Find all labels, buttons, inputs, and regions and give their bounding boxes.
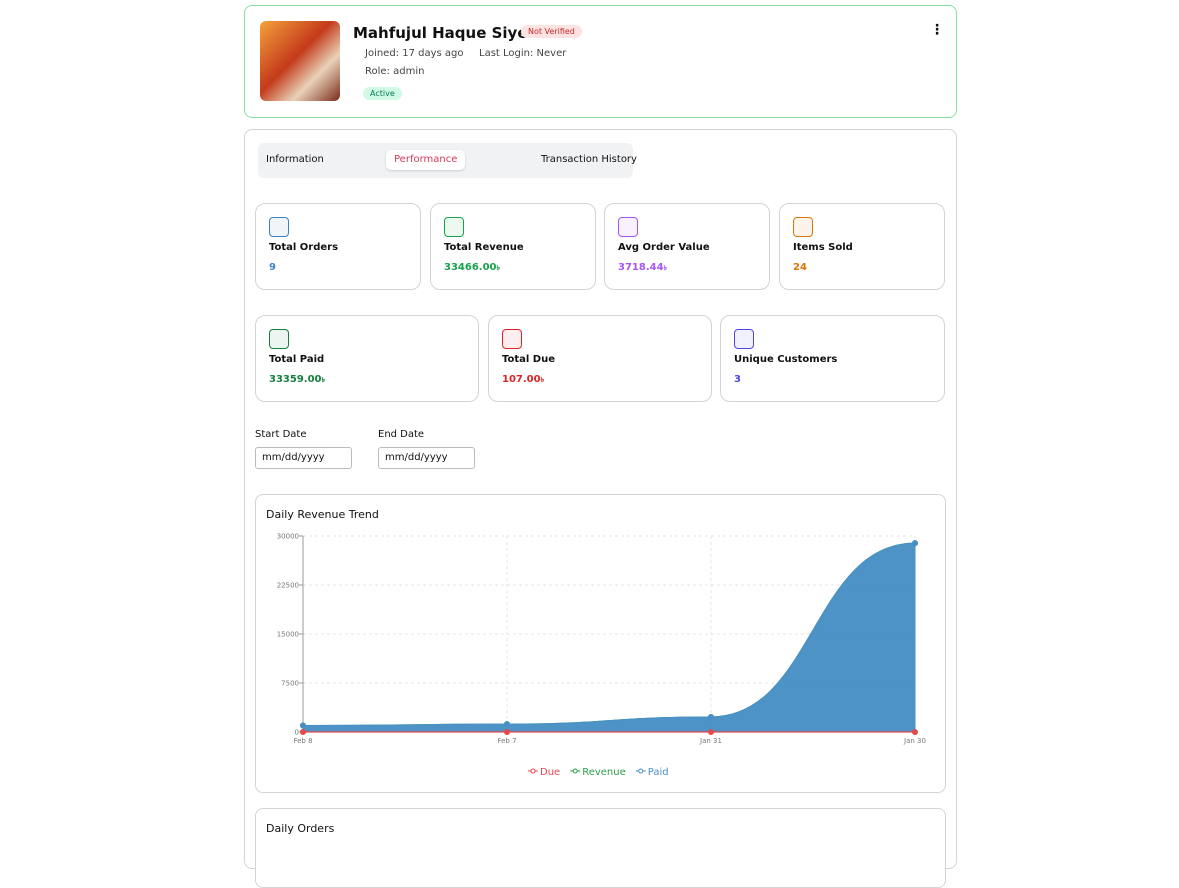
revenue-chart: 0 7500 15000 22500 30000 Feb 8 Feb 7 Jan 31 Jan … [277,533,926,779]
profile-card: Mahfujul Haque Siyem Not Verified Joined… [244,5,957,118]
stat-unit: ৳ [496,264,501,272]
chart-title: Daily Revenue Trend [266,508,379,521]
stat-number: 24 [793,262,807,273]
y-tick-label: 0 [295,729,299,737]
stat-label: Items Sold [793,242,853,253]
point [708,713,714,720]
menu-button[interactable]: ⋮ [930,22,944,38]
stat-card: Items Sold 24 [779,203,945,290]
status-badge: Active [363,87,402,100]
stat-label: Total Orders [269,242,339,253]
stat-unit: ৳ [663,264,668,272]
joined: Joined: 17 days ago [365,48,464,59]
x-tick-label: Jan 31 [699,737,722,745]
stat-label: Total Paid [269,354,325,365]
stat-card: Total Paid 33359.00৳ [255,315,479,402]
stat-number: 33359.00 [269,374,322,385]
y-tick-label: 15000 [277,631,299,639]
stat-icon [269,329,289,349]
area [302,542,916,733]
legend-label: Paid [648,767,669,778]
stat-value: 33359.00৳ [269,374,325,386]
stat-value: 3718.44৳ [618,262,667,274]
legend-label: Due [540,767,560,778]
stat-value: 107.00৳ [502,374,544,386]
point [912,729,918,735]
x-tick-label: Jan 30 [903,737,926,745]
stat-unit: ৳ [540,376,545,384]
point [300,722,306,729]
date-input[interactable]: mm/dd/yyyy [255,447,352,469]
tab[interactable]: Transaction History [541,154,637,165]
stat-value: 33466.00৳ [444,262,500,274]
point [504,721,510,728]
verify-badge: Not Verified [521,25,582,38]
x-tick-label: Feb 7 [497,737,516,745]
filter-label: End Date [378,429,425,440]
last-login: Last Login: Never [479,48,567,59]
stat-icon [618,217,638,237]
x-tick-label: Feb 8 [293,737,312,745]
stat-card: Total Revenue 33466.00৳ [430,203,596,290]
stat-icon [444,217,464,237]
stat-number: 107.00 [502,374,541,385]
stat-icon [734,329,754,349]
stat-icon [502,329,522,349]
tab[interactable]: Information [266,154,324,165]
role: Role: admin [365,66,425,77]
y-tick-label: 30000 [277,533,299,541]
point [504,729,510,735]
legend-icon [530,768,536,774]
stat-card: Total Due 107.00৳ [488,315,712,402]
stat-number: 3 [734,374,741,385]
y-tick-label: 22500 [277,582,299,590]
stat-number: 33466.00 [444,262,497,273]
stat-icon [793,217,813,237]
stat-value: 3 [734,374,741,385]
stat-label: Total Due [502,354,556,365]
stat-value: 9 [269,262,276,273]
tab-active[interactable]: Performance [386,150,466,170]
stat-value: 24 [793,262,807,273]
legend-icon [638,768,644,774]
stat-label: Unique Customers [734,354,838,365]
filter-label: Start Date [255,429,307,440]
stat-label: Avg Order Value [618,242,710,253]
point [300,729,306,735]
stat-number: 3718.44 [618,262,664,273]
page: Mahfujul Haque Siyem Not Verified Joined… [244,5,957,888]
stat-icon [269,217,289,237]
legend-label: Revenue [582,767,626,778]
stat-number: 9 [269,262,276,273]
point [708,729,714,735]
y-tick-label: 7500 [281,680,299,688]
user-name: Mahfujul Haque Siyem [353,24,544,42]
point [912,540,918,547]
stat-label: Total Revenue [444,242,524,253]
legend-icon [572,768,578,774]
stat-card: Avg Order Value 3718.44৳ [604,203,770,290]
chart-title: Daily Orders [266,822,335,835]
stat-card: Total Orders 9 [255,203,421,290]
stat-unit: ৳ [321,376,326,384]
date-input[interactable]: mm/dd/yyyy [378,447,475,469]
stat-card: Unique Customers 3 [720,315,945,402]
avatar [260,21,340,101]
